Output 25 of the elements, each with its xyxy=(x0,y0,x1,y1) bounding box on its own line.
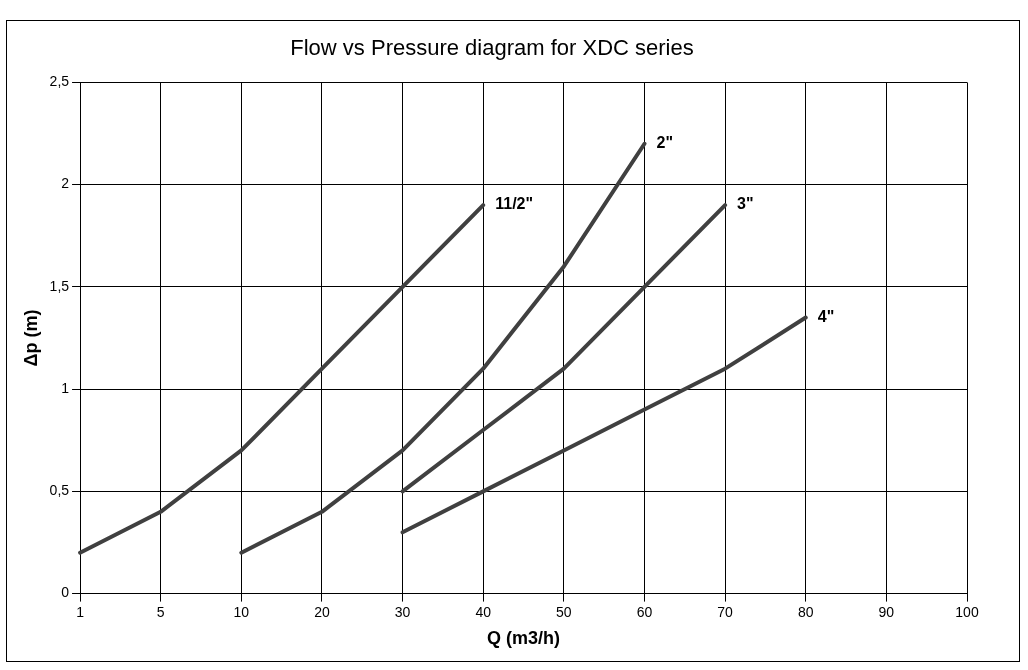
y-tick-label: 1 xyxy=(61,379,70,396)
x-tick-label: 20 xyxy=(314,603,330,620)
x-tick-label: 60 xyxy=(636,603,653,620)
y-tick-label: 2,5 xyxy=(49,73,70,90)
x-axis-title: Q (m3/h) xyxy=(487,628,561,649)
x-tick-label: 90 xyxy=(878,603,895,620)
x-tick-label: 50 xyxy=(556,603,572,620)
x-tick-label: 40 xyxy=(475,603,492,620)
chart-title: Flow vs Pressure diagram for XDC series xyxy=(290,35,694,61)
x-tick-label: 5 xyxy=(156,603,165,620)
series-label: 4" xyxy=(817,307,835,325)
y-axis-title: Δp (m) xyxy=(20,309,41,367)
series-label: 2" xyxy=(656,134,673,152)
y-tick-label: 0 xyxy=(61,584,70,601)
x-tick-label: 80 xyxy=(797,603,814,620)
series-label: 3" xyxy=(737,195,754,213)
x-tick-label: 10 xyxy=(233,603,250,620)
series-label: 11/2" xyxy=(495,195,534,213)
y-tick-label: 2 xyxy=(61,175,70,192)
x-tick-label: 70 xyxy=(717,603,734,620)
y-tick-label: 0,5 xyxy=(49,482,70,499)
x-tick-label: 30 xyxy=(394,603,411,620)
y-tick-label: 1,5 xyxy=(49,277,70,294)
x-tick-label: 1 xyxy=(76,603,85,620)
x-tick-label: 100 xyxy=(955,603,979,620)
